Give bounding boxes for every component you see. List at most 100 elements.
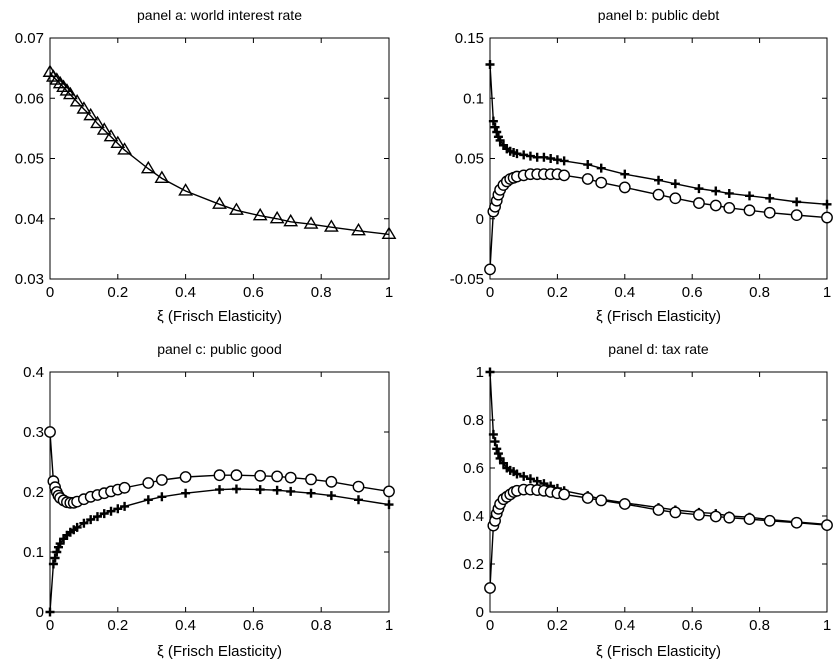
data-point-plus: [519, 150, 529, 160]
data-point-circle: [325, 475, 338, 488]
x-tick-label: 0: [46, 284, 54, 301]
panel-a: panel a: world interest rate 0 0.2 0.4 0.6 0…: [15, 7, 397, 325]
data-point-plus: [519, 471, 529, 481]
x-tick-label: 0.6: [243, 284, 264, 301]
data-point-triangle: [96, 122, 112, 135]
x-tick-label: 0.6: [243, 617, 264, 634]
data-point-triangle: [252, 207, 268, 221]
data-point-plus: [215, 485, 224, 495]
y-tick-label: 0.8: [463, 412, 484, 429]
data-point-plus: [255, 485, 265, 495]
data-point-plus: [52, 547, 62, 557]
data-point-triangle: [117, 142, 132, 155]
data-point-circle: [352, 480, 365, 493]
data-point-triangle: [83, 107, 99, 121]
panel-b: panel b: public debt 0 0.2 0.4 0.6 0.8 1 -0.05…: [450, 7, 833, 325]
data-point-plus: [113, 504, 123, 514]
plot-area: [489, 371, 828, 613]
data-point-circle: [284, 471, 297, 484]
data-point-plus: [79, 518, 89, 528]
data-point-plus: [72, 522, 82, 532]
data-point-plus: [353, 495, 363, 505]
data-point-plus: [45, 607, 55, 617]
x-tick-label: 0.8: [749, 284, 770, 301]
data-point-circle: [790, 209, 803, 222]
y-tick-label: 1: [476, 364, 484, 381]
data-point-plus: [711, 186, 721, 196]
data-point-circle: [763, 514, 776, 527]
y-tick-label: 0: [476, 604, 484, 621]
y-tick-label: 0.05: [455, 151, 484, 168]
data-point-circle: [254, 469, 267, 482]
data-point-plus: [55, 539, 65, 549]
data-point-circle: [213, 469, 226, 482]
data-point-triangle: [76, 101, 92, 114]
series-line: [49, 488, 390, 613]
panel-title: panel d: tax rate: [608, 341, 709, 357]
x-tick-label: 1: [385, 284, 393, 301]
x-tick-label: 0.4: [614, 284, 635, 301]
data-point-plus: [286, 486, 296, 496]
data-point-circle: [595, 176, 608, 189]
series-line: [489, 173, 828, 270]
panel-title: panel a: world interest rate: [137, 7, 302, 23]
data-point-circle: [821, 211, 833, 224]
data-point-circle: [230, 469, 243, 482]
data-point-triangle: [229, 202, 244, 215]
data-point-circle: [618, 498, 631, 510]
data-point-triangle: [283, 213, 299, 227]
data-point-plus: [485, 367, 495, 377]
x-tick-label: 0: [486, 284, 494, 301]
data-point-circle: [743, 513, 756, 526]
data-point-circle: [723, 511, 736, 524]
y-tick-label: 0.2: [23, 484, 44, 501]
data-point-circle: [743, 204, 756, 217]
data-point-plus: [792, 197, 802, 207]
data-point-plus: [488, 429, 498, 439]
y-tick-label: 0: [476, 211, 484, 228]
data-point-circle: [581, 173, 594, 185]
panel-title: panel c: public good: [157, 341, 282, 357]
data-point-plus: [492, 444, 502, 454]
data-point-triangle: [45, 69, 61, 82]
x-tick-label: 0.4: [614, 617, 635, 634]
y-tick-label: 0.1: [23, 544, 44, 561]
data-point-plus: [552, 155, 562, 165]
data-point-triangle: [103, 128, 119, 142]
x-tick-label: 0.2: [107, 617, 128, 634]
y-tick-label: 0.06: [15, 90, 44, 107]
x-tick-label: 0.6: [682, 284, 703, 301]
data-point-circle: [652, 504, 665, 516]
data-point-plus: [546, 154, 556, 163]
data-point-circle: [595, 494, 608, 507]
x-axis-label: ξ (Frisch Elasticity): [596, 308, 721, 325]
data-point-circle: [118, 481, 131, 494]
y-tick-label: 0.3: [23, 424, 44, 441]
data-point-plus: [596, 163, 606, 173]
data-point-triangle: [140, 160, 156, 174]
data-point-plus: [654, 175, 663, 185]
x-tick-label: 0: [46, 617, 54, 634]
data-point-triangle: [269, 210, 285, 224]
data-point-circle: [581, 492, 594, 504]
data-point-plus: [512, 469, 522, 479]
data-point-triangle: [351, 222, 366, 236]
x-axis-label: ξ (Frisch Elasticity): [157, 643, 282, 660]
data-point-circle: [652, 188, 665, 201]
data-point-plus: [48, 559, 58, 569]
series-layer: [484, 367, 833, 594]
data-point-triangle: [110, 135, 126, 149]
data-point-plus: [306, 488, 316, 498]
data-point-circle: [693, 197, 705, 209]
data-point-triangle: [212, 196, 227, 209]
data-point-circle: [142, 477, 155, 489]
x-tick-label: 0.4: [175, 284, 196, 301]
data-point-circle: [179, 471, 192, 483]
y-tick-label: 0.4: [463, 508, 484, 525]
data-point-plus: [231, 484, 241, 494]
data-point-plus: [143, 495, 153, 505]
data-point-plus: [495, 453, 505, 463]
data-point-circle: [155, 474, 168, 486]
data-point-circle: [305, 473, 317, 486]
